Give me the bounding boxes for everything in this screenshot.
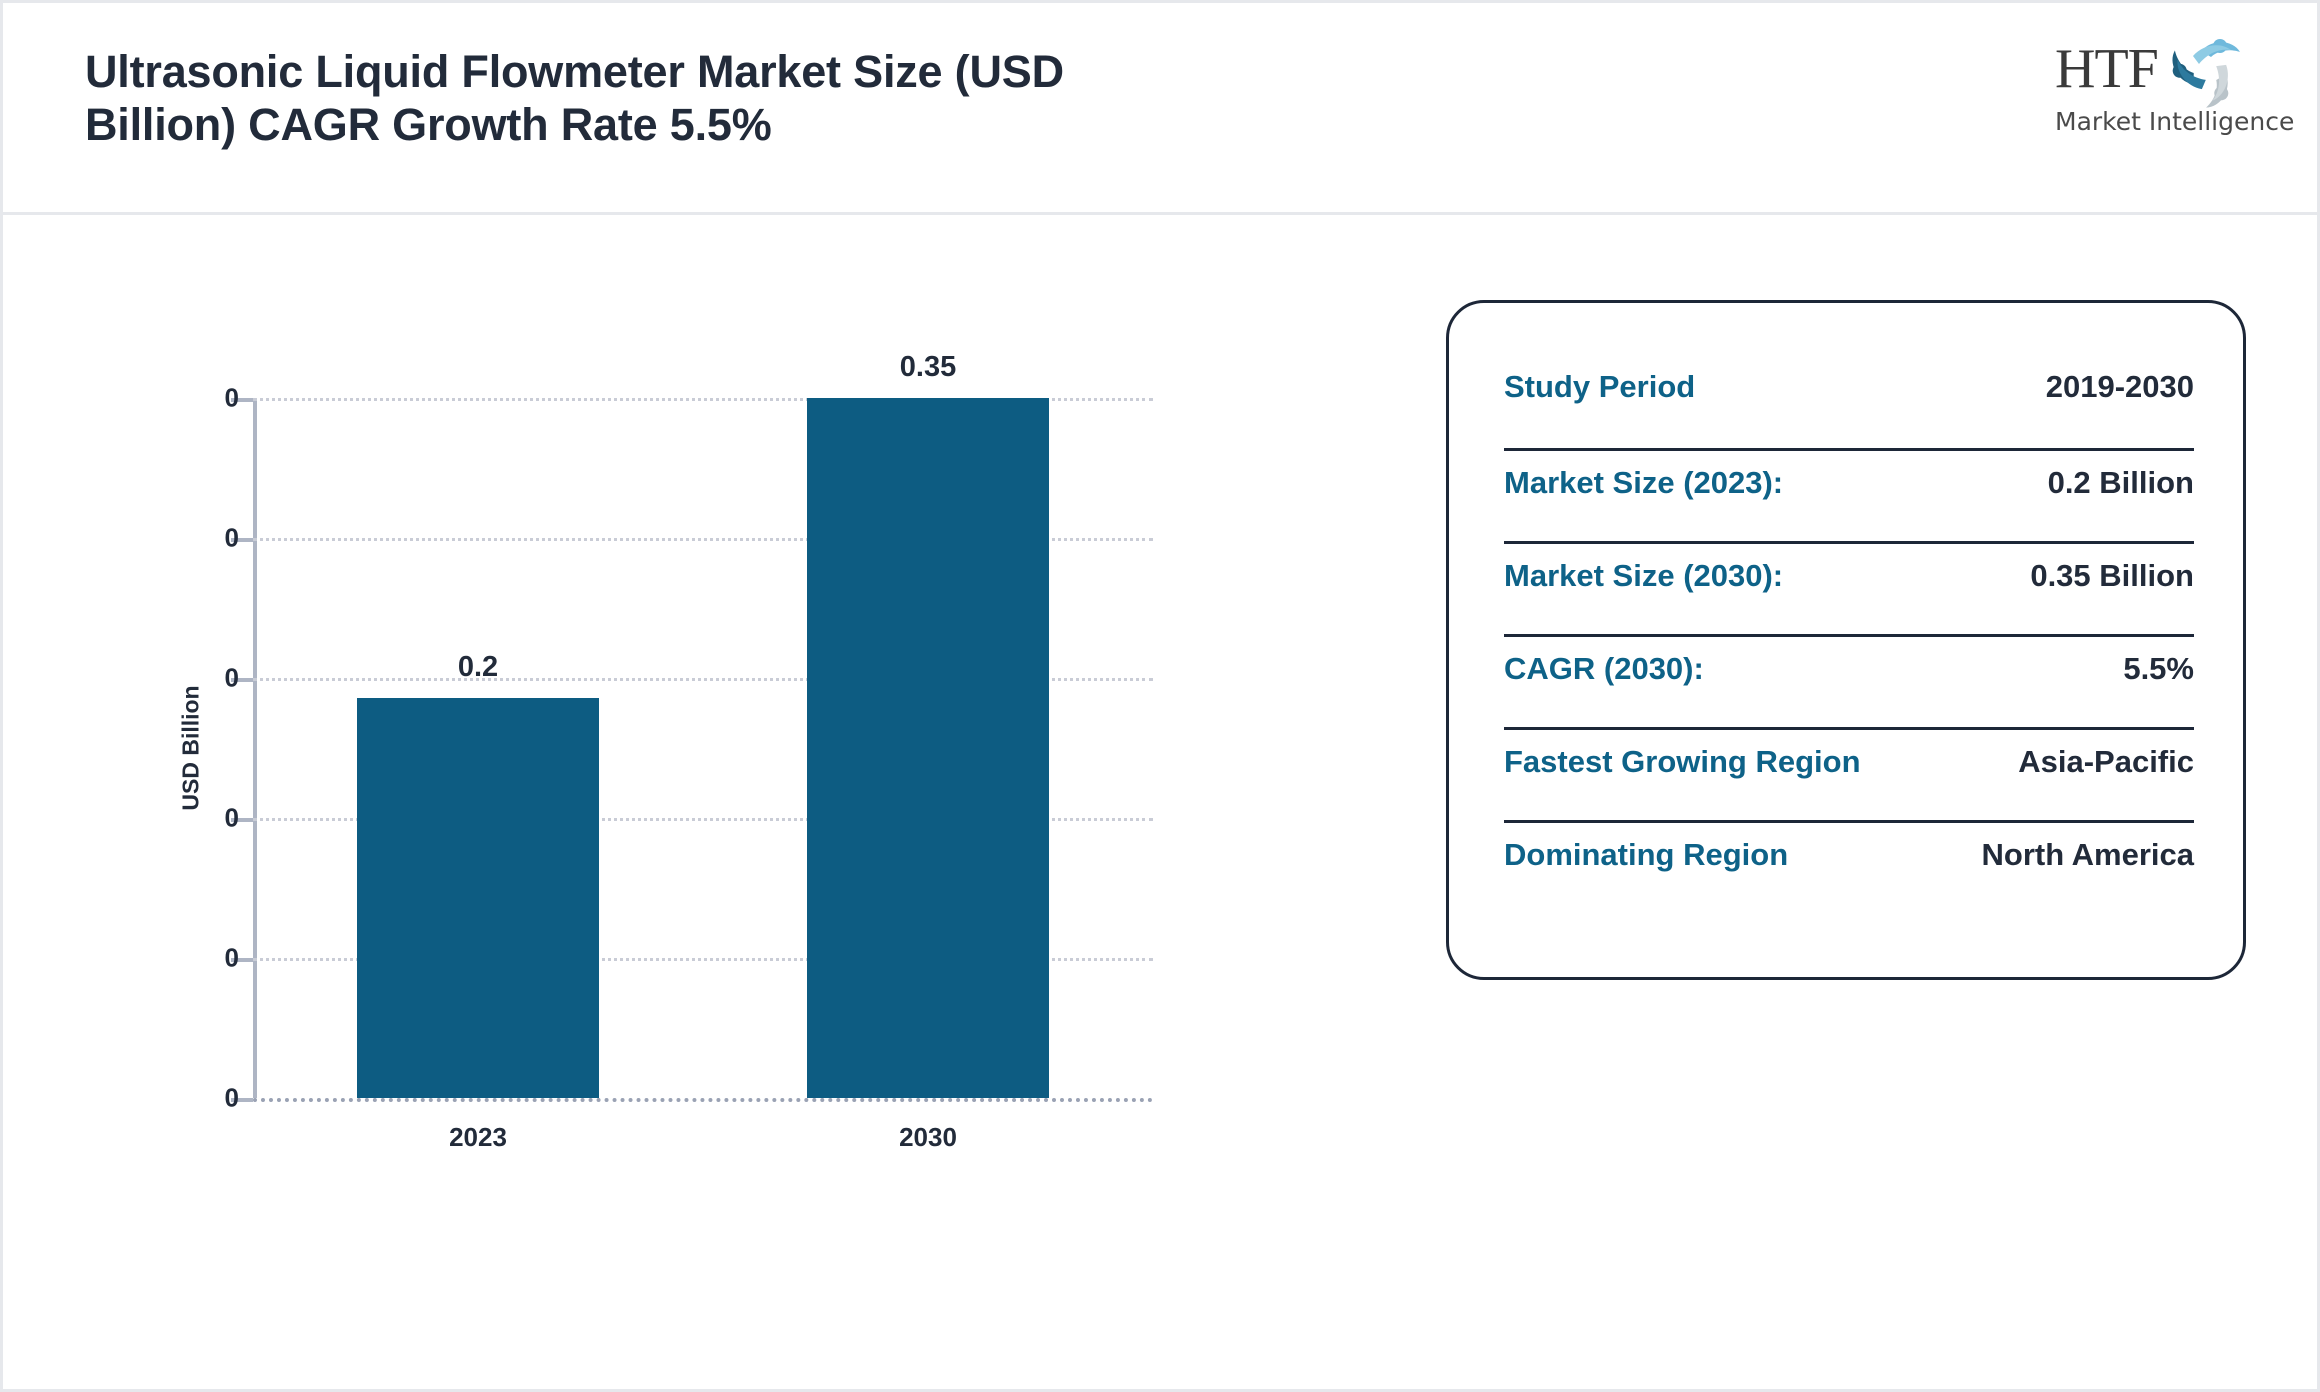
- card-row-value: 0.2 Billion: [2047, 465, 2194, 500]
- card-row: CAGR (2030): 5.5%: [1504, 634, 2194, 727]
- card-row-value: 2019-2030: [2045, 369, 2194, 404]
- card-row-label: Fastest Growing Region: [1504, 744, 1861, 779]
- card-row: Study Period 2019-2030: [1504, 355, 2194, 448]
- card-row-label: Dominating Region: [1504, 837, 1789, 872]
- gridline: [253, 398, 1153, 401]
- y-tick-label: 0: [224, 1082, 239, 1113]
- card-row: Dominating Region North America: [1504, 820, 2194, 913]
- card-row: Fastest Growing Region Asia-Pacific: [1504, 727, 2194, 820]
- market-summary-card: Study Period 2019-2030 Market Size (2023):…: [1446, 300, 2246, 980]
- y-axis-title: USD Billion: [177, 685, 204, 811]
- page-title: Ultrasonic Liquid Flowmeter Market Size …: [85, 46, 1064, 151]
- logo-wordmark: HTF: [2055, 38, 2159, 100]
- card-row-label: Study Period: [1504, 369, 1696, 404]
- card-row: Market Size (2023): 0.2 Billion: [1504, 448, 2194, 541]
- card-rows: Study Period 2019-2030 Market Size (2023):…: [1504, 355, 2194, 913]
- y-tick-mark: [231, 678, 253, 682]
- bar[interactable]: 0.35: [807, 351, 1049, 1098]
- htf-market-intelligence-logo: HTF: [2055, 31, 2294, 141]
- bar-value-label: 0.35: [899, 351, 957, 383]
- y-axis-line: [253, 398, 257, 1098]
- gridline: [253, 818, 1153, 821]
- bar-value-label: 0.2: [457, 651, 499, 683]
- y-tick-mark: [231, 1098, 253, 1102]
- card-row-label: Market Size (2030):: [1504, 558, 1784, 593]
- card-row-value: North America: [1981, 837, 2194, 872]
- y-tick-mark: [231, 818, 253, 822]
- card-row-label: Market Size (2023):: [1504, 465, 1784, 500]
- gridline: [253, 538, 1153, 541]
- x-axis-label: 2023: [449, 1122, 507, 1152]
- y-tick-label: 0: [224, 382, 239, 413]
- plot-area: USD Billion 0 0 0 0 0 0 0.2 0.35 2023 2030: [178, 351, 1153, 1152]
- gridline: [253, 678, 1153, 681]
- header-bar: Ultrasonic Liquid Flowmeter Market Size …: [3, 3, 2317, 215]
- card-row: Market Size (2030): 0.35 Billion: [1504, 541, 2194, 634]
- x-axis-label: 2030: [899, 1122, 957, 1152]
- logo-tagline: Market Intelligence: [2055, 107, 2295, 136]
- card-row-value: 5.5%: [2123, 651, 2194, 686]
- y-tick-label: 0: [224, 522, 239, 553]
- card-row-value: 0.35 Billion: [2030, 558, 2194, 593]
- three-people-circle-icon: [2172, 39, 2240, 108]
- card-row-label: CAGR (2030):: [1504, 651, 1704, 686]
- card-row-value: Asia-Pacific: [2018, 744, 2194, 779]
- bar[interactable]: 0.2: [357, 651, 599, 1098]
- y-tick-mark: [231, 538, 253, 542]
- gridline: [253, 1098, 1153, 1102]
- y-tick-label: 0: [224, 942, 239, 973]
- gridline: [253, 958, 1153, 961]
- market-size-bar-chart: USD Billion 0 0 0 0 0 0 0.2 0.35 2023 2030: [153, 263, 1173, 1163]
- y-tick-label: 0: [224, 802, 239, 833]
- y-tick-mark: [231, 958, 253, 962]
- y-tick-label: 0: [224, 662, 239, 693]
- y-tick-mark: [231, 398, 253, 402]
